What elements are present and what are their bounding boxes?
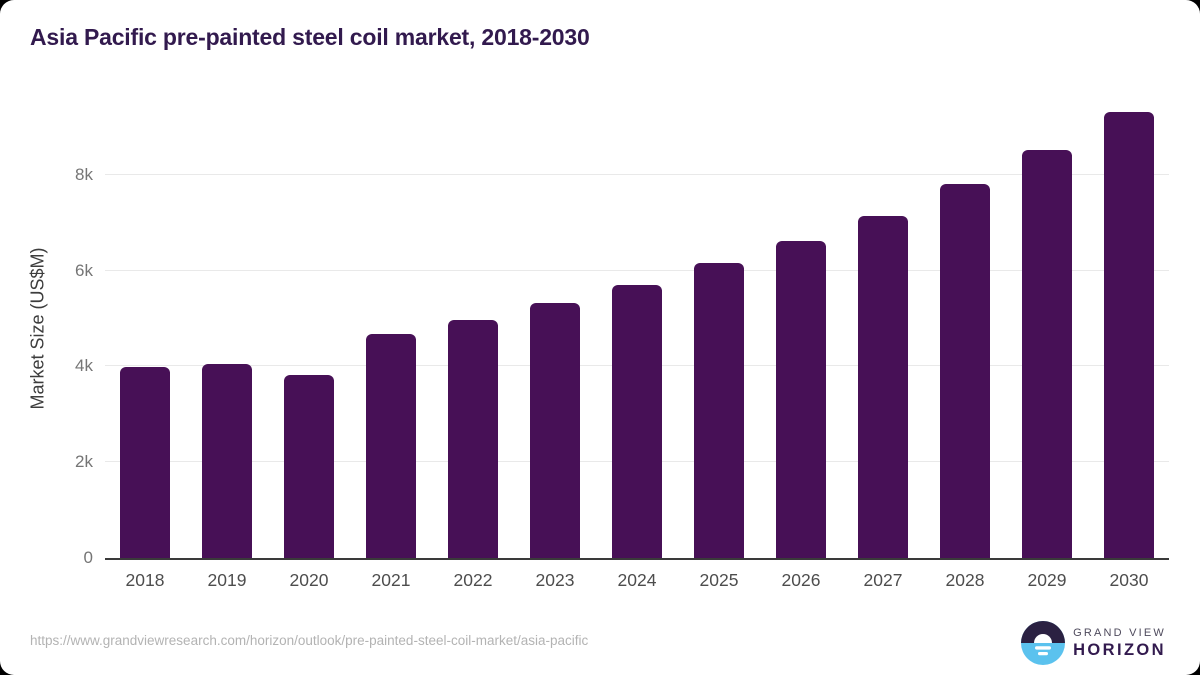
bar-2027 (858, 215, 908, 558)
y-tick-8k: 8k (75, 164, 93, 184)
x-tick-2021: 2021 (371, 570, 411, 590)
bar-2030 (1104, 111, 1154, 558)
source-url: https://www.grandviewresearch.com/horizo… (30, 633, 589, 648)
x-tick-2026: 2026 (781, 570, 821, 590)
y-tick-2k: 2k (75, 452, 93, 472)
x-tick-2022: 2022 (453, 570, 493, 590)
bar-2019 (202, 363, 252, 558)
x-tick-2024: 2024 (617, 570, 657, 590)
y-axis-ticks: 0 2k 4k 6k 8k (40, 98, 93, 567)
gridline-8k (105, 173, 1169, 175)
x-tick-2029: 2029 (1027, 570, 1067, 590)
bar-2023 (530, 303, 580, 558)
logo-brand-name: GRAND VIEW (1073, 626, 1166, 639)
x-tick-2027: 2027 (863, 570, 903, 590)
y-tick-0: 0 (83, 548, 93, 567)
bar-2022 (448, 319, 498, 558)
bar-2026 (776, 241, 826, 558)
x-tick-2025: 2025 (699, 570, 739, 590)
bar-2025 (694, 263, 744, 558)
gridline-6k (105, 269, 1169, 271)
bar-2020 (284, 374, 334, 558)
y-tick-6k: 6k (75, 260, 93, 280)
x-tick-2030: 2030 (1109, 570, 1149, 590)
x-tick-2028: 2028 (945, 570, 985, 590)
bar-2029 (1022, 149, 1072, 558)
x-tick-2019: 2019 (207, 570, 247, 590)
bar-2024 (612, 284, 662, 558)
bar-2028 (940, 184, 990, 558)
x-tick-2020: 2020 (289, 570, 329, 590)
bar-2018 (120, 367, 170, 558)
logo-text: GRAND VIEW HORIZON (1073, 627, 1166, 660)
x-tick-2018: 2018 (125, 570, 165, 590)
sun-over-horizon-icon (1021, 621, 1066, 665)
x-axis-labels: 2018 2019 2020 2021 2022 2023 2024 2025 2026 2027… (105, 570, 1169, 594)
x-tick-2023: 2023 (535, 570, 575, 590)
logo-product-name: HORIZON (1073, 640, 1166, 659)
bar-2021 (366, 334, 416, 558)
grand-view-horizon-logo: GRAND VIEW HORIZON (1021, 621, 1166, 665)
chart-title: Asia Pacific pre-painted steel coil mark… (30, 24, 590, 50)
plot-area (105, 98, 1169, 560)
y-tick-4k: 4k (75, 356, 93, 376)
